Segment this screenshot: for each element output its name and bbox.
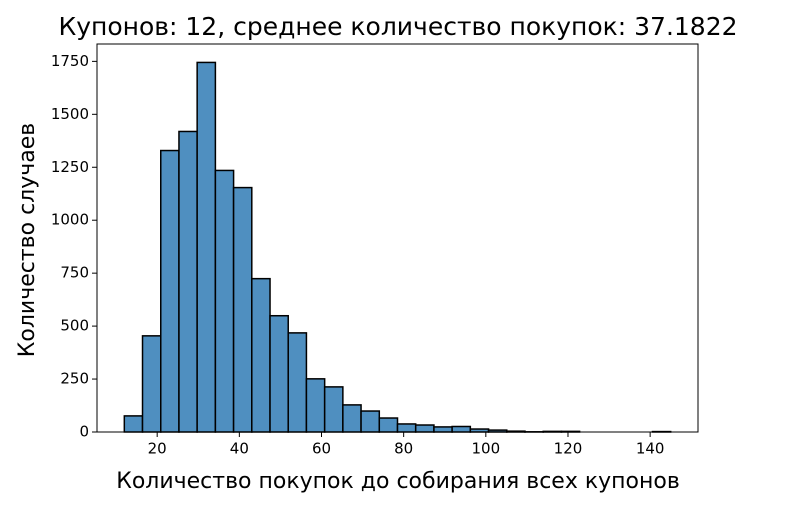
bar [306,379,324,432]
y-tick-label: 1750 [51,52,89,70]
bar [288,333,306,432]
bar [179,131,197,432]
x-axis-label: Количество покупок до собирания всех куп… [116,469,680,494]
bar [325,387,343,432]
y-tick-label: 1500 [51,105,89,123]
bar [452,426,470,432]
bar [434,427,452,432]
bar [252,279,270,432]
bar [215,170,233,432]
bar [361,411,379,432]
bar [234,188,252,432]
x-tick-label: 140 [636,440,665,458]
x-tick-label: 120 [554,440,583,458]
y-tick-label: 0 [79,423,89,441]
bar [143,336,161,432]
bar [161,151,179,432]
bar [379,418,397,432]
bar [124,416,142,432]
x-tick-label: 100 [472,440,501,458]
y-tick-label: 250 [60,370,89,388]
y-tick-label: 1000 [51,211,89,229]
x-tick-label: 60 [312,440,331,458]
bar [343,405,361,432]
x-tick-label: 80 [394,440,413,458]
bar [398,424,416,432]
y-tick-label: 750 [60,264,89,282]
bar [197,62,215,432]
y-axis-label: Количество случаев [15,123,40,357]
x-tick-label: 20 [148,440,167,458]
bar [270,316,288,432]
x-tick-label: 40 [230,440,249,458]
y-tick-label: 1250 [51,158,89,176]
y-tick-label: 500 [60,317,89,335]
chart-title: Купонов: 12, среднее количество покупок:… [58,12,737,41]
bar [416,425,434,432]
